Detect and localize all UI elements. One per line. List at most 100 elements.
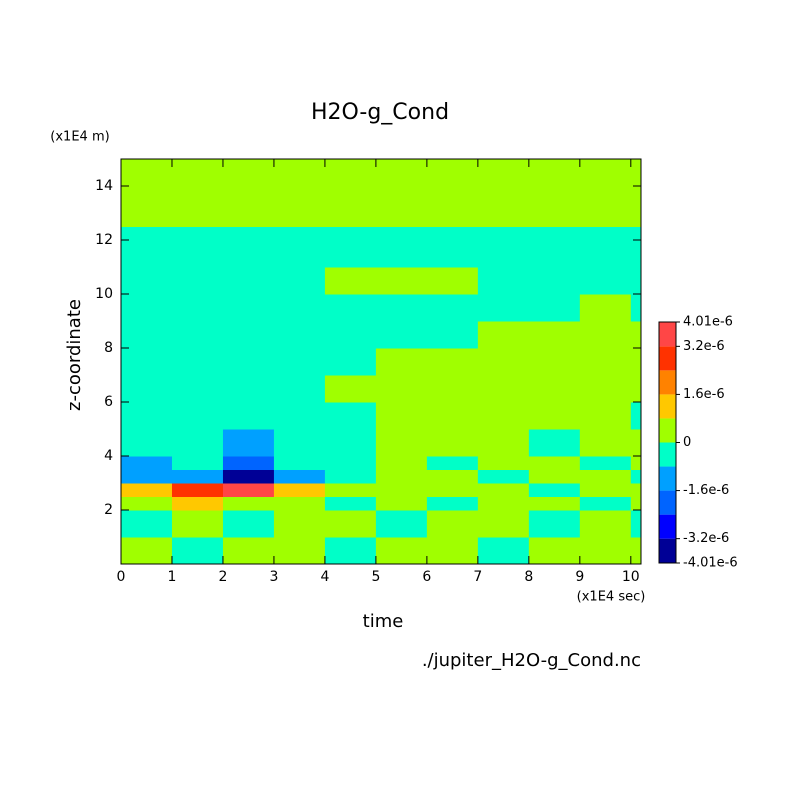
field-cell: [222, 267, 275, 295]
field-cell: [477, 510, 530, 538]
field-cell: [273, 469, 326, 484]
field-cell: [273, 483, 326, 497]
field-cell: [579, 469, 632, 484]
field-cell: [528, 456, 581, 470]
field-cell: [121, 375, 173, 403]
field-cell: [222, 537, 275, 565]
colorbar-tick-label: 0: [683, 435, 691, 450]
field-cell: [121, 510, 173, 538]
field-cell: [222, 375, 275, 403]
field-cell: [579, 375, 632, 403]
field-cell: [171, 402, 224, 430]
field-cell: [121, 429, 173, 457]
field-cell: [273, 402, 326, 430]
field-cell: [630, 456, 642, 470]
field-cell: [375, 402, 428, 430]
field-cell: [477, 321, 530, 349]
field-cell: [222, 294, 275, 322]
field-cell: [222, 159, 275, 227]
field-cell: [222, 469, 275, 484]
field-cell: [273, 267, 326, 295]
field-cell: [528, 510, 581, 538]
field-cell: [426, 321, 479, 349]
field-cell: [426, 402, 479, 430]
y-tick-label: 8: [104, 340, 113, 356]
field-cell: [579, 510, 632, 538]
field-cell: [579, 159, 632, 227]
colorbar-band: [659, 466, 676, 491]
field-cell: [477, 483, 530, 497]
field-cell: [426, 510, 479, 538]
field-cell: [579, 348, 632, 376]
field-cell: [630, 348, 642, 376]
x-tick-label: 2: [218, 569, 227, 585]
field-cell: [273, 496, 326, 511]
field-cell: [375, 537, 428, 565]
field-cell: [375, 294, 428, 322]
field-cell: [222, 348, 275, 376]
field-cell: [477, 348, 530, 376]
y-tick-label: 12: [95, 232, 113, 248]
field-cell: [324, 469, 377, 484]
field-cell: [273, 321, 326, 349]
field-cell: [324, 226, 377, 268]
field-cell: [630, 402, 642, 430]
field-cell: [324, 159, 377, 227]
colorbar-band: [659, 514, 676, 539]
field-cell: [477, 267, 530, 295]
field-cell: [324, 267, 377, 295]
x-axis-label: time: [363, 611, 404, 632]
field-cell: [121, 294, 173, 322]
field-cell: [324, 510, 377, 538]
field-cell: [528, 402, 581, 430]
field-cell: [222, 456, 275, 470]
field-cell: [171, 294, 224, 322]
field-cell: [579, 429, 632, 457]
field-cell: [630, 537, 642, 565]
y-tick-label: 4: [104, 448, 113, 464]
field-cell: [171, 469, 224, 484]
field-cell: [426, 429, 479, 457]
colorbar-tick-label: -3.2e-6: [683, 531, 729, 546]
colorbar-band: [659, 394, 676, 419]
field-cell: [324, 429, 377, 457]
x-tick-label: 7: [473, 569, 482, 585]
field-cell: [171, 226, 224, 268]
field-cell: [630, 294, 642, 322]
field-cell: [375, 510, 428, 538]
field-cell: [528, 294, 581, 322]
chart-title: H2O-g_Cond: [311, 100, 449, 125]
field-cell: [528, 483, 581, 497]
field-cell: [324, 456, 377, 470]
field-cell: [426, 469, 479, 484]
field-cell: [477, 496, 530, 511]
field-cell: [171, 375, 224, 403]
field-cell: [630, 510, 642, 538]
field-cell: [324, 537, 377, 565]
field-cell: [222, 321, 275, 349]
colorbar-tick-label: -4.01e-6: [683, 556, 738, 571]
field-cell: [121, 537, 173, 565]
field-cell: [171, 159, 224, 227]
field-cell: [375, 496, 428, 511]
field-cell: [579, 456, 632, 470]
field-cell: [477, 159, 530, 227]
field-cell: [222, 226, 275, 268]
field-cell: [324, 375, 377, 403]
field-cell: [426, 456, 479, 470]
field-cell: [273, 375, 326, 403]
x-tick-label: 6: [422, 569, 431, 585]
y-tick-label: 2: [104, 502, 113, 518]
field-cell: [630, 321, 642, 349]
field-cell: [273, 348, 326, 376]
colorbar-band: [659, 418, 676, 443]
field-cell: [222, 510, 275, 538]
field-cell: [171, 348, 224, 376]
field-cell: [121, 348, 173, 376]
field-cell: [528, 496, 581, 511]
colorbar-tick-label: -1.6e-6: [683, 483, 729, 498]
field-cell: [121, 496, 173, 511]
field-cell: [171, 267, 224, 295]
field-cell: [630, 159, 642, 227]
